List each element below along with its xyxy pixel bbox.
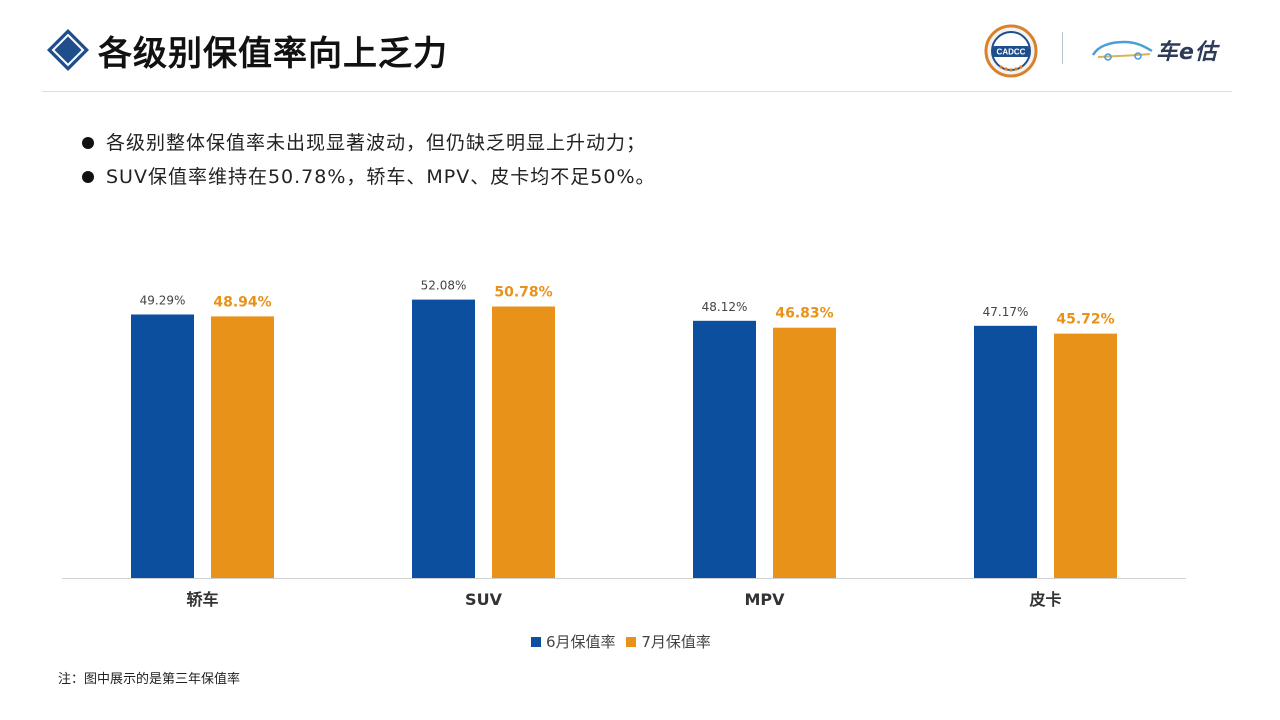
- legend-swatch-july: [626, 637, 637, 647]
- data-label-july-2: 46.83%: [775, 306, 833, 322]
- logo-area: CADCC 车e估: [984, 24, 1234, 78]
- data-label-june-3: 47.17%: [983, 305, 1029, 319]
- bullet-dot-icon: [82, 171, 94, 183]
- legend-swatch-june: [531, 637, 541, 647]
- diamond-icon: [47, 29, 89, 71]
- bullet-item: SUV保值率维持在50.78%，轿车、MPV、皮卡均不足50%。: [80, 160, 656, 194]
- bar-july-1: [492, 306, 555, 578]
- legend-label-june: 6月保值率: [546, 633, 616, 651]
- bar-july-0: [211, 316, 274, 578]
- category-label-2: MPV: [744, 590, 785, 609]
- data-label-june-0: 49.29%: [140, 294, 186, 308]
- bullet-item: 各级别整体保值率未出现显著波动，但仍缺乏明显上升动力；: [80, 126, 656, 160]
- category-label-3: 皮卡: [1028, 590, 1061, 609]
- cadcc-seal-logo: CADCC: [984, 24, 1038, 78]
- data-label-july-1: 50.78%: [494, 285, 552, 301]
- category-label-1: SUV: [465, 590, 503, 609]
- bar-june-0: [131, 314, 194, 578]
- data-label-june-2: 48.12%: [702, 300, 748, 314]
- legend-item-july: 7月保值率: [626, 631, 711, 652]
- bar-july-2: [773, 327, 836, 578]
- header-divider: [42, 91, 1232, 92]
- cadcc-seal-text: CADCC: [997, 48, 1026, 57]
- bar-june-1: [412, 299, 475, 578]
- legend-label-july: 7月保值率: [641, 633, 711, 651]
- chart-legend: 6月保值率 7月保值率: [531, 631, 717, 652]
- data-label-july-3: 45.72%: [1056, 312, 1114, 328]
- category-label-0: 轿车: [186, 590, 218, 609]
- data-label-july-0: 48.94%: [213, 294, 271, 310]
- logo-divider: [1062, 32, 1063, 64]
- bullet-dot-icon: [82, 137, 94, 149]
- bar-june-2: [693, 320, 756, 578]
- data-label-june-1: 52.08%: [421, 279, 467, 293]
- bullet-text: SUV保值率维持在50.78%，轿车、MPV、皮卡均不足50%。: [106, 166, 656, 188]
- bullet-text: 各级别整体保值率未出现显著波动，但仍缺乏明显上升动力；: [106, 132, 647, 154]
- brand-logo-text: 车e估: [1156, 40, 1218, 65]
- bar-june-3: [974, 325, 1037, 578]
- bar-july-3: [1054, 333, 1117, 578]
- bullet-list: 各级别整体保值率未出现显著波动，但仍缺乏明显上升动力； SUV保值率维持在50.…: [80, 126, 656, 194]
- car-icon: [1091, 40, 1153, 61]
- page-title: 各级别保值率向上乏力: [98, 34, 448, 74]
- legend-item-june: 6月保值率: [531, 631, 616, 652]
- footnote: 注：图中展示的是第三年保值率: [58, 672, 241, 687]
